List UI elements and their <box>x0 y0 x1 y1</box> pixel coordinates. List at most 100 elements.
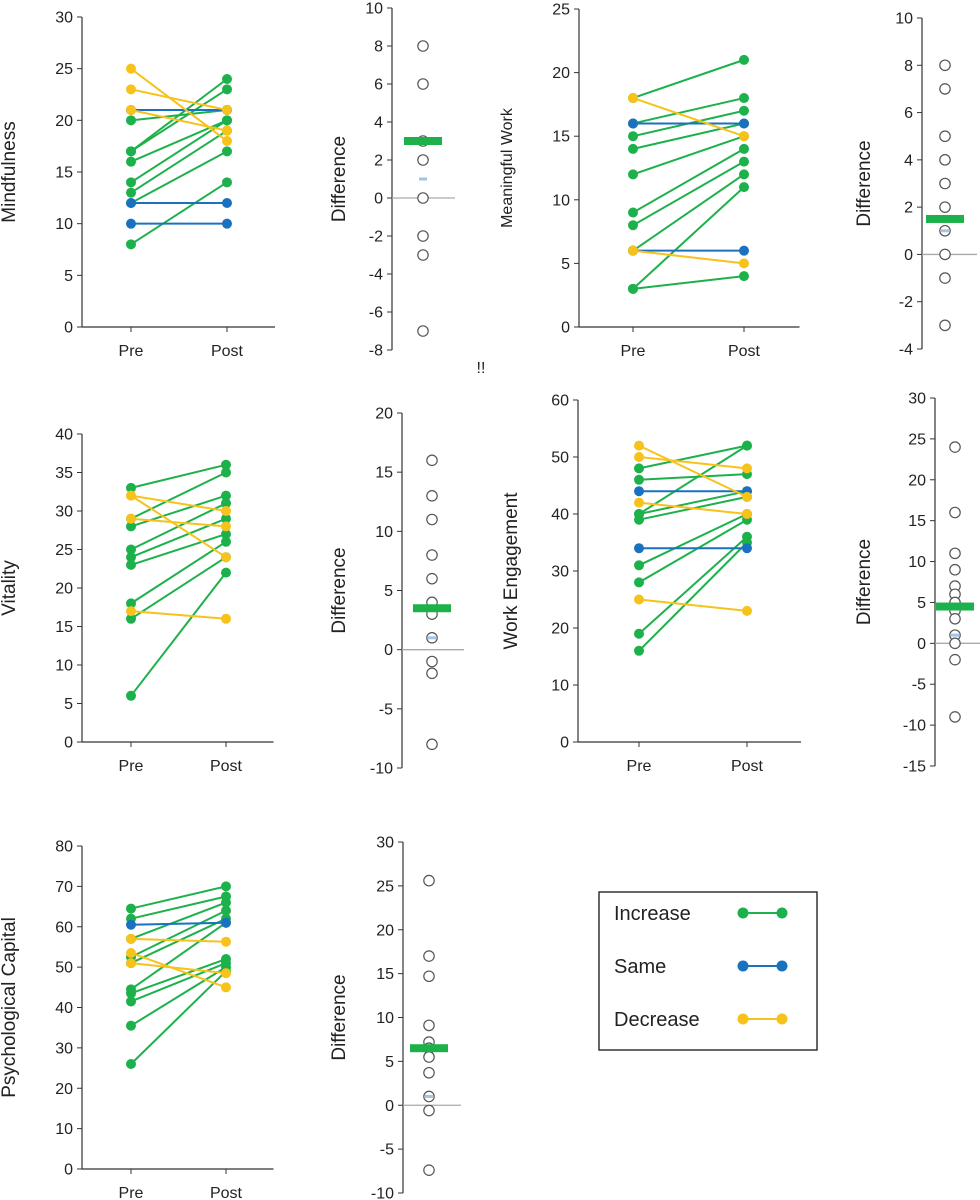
series-line <box>130 610 227 620</box>
data-point <box>126 198 136 208</box>
data-point <box>628 220 638 231</box>
y-tick-label: 8 <box>904 58 913 75</box>
series-decrease <box>634 452 752 474</box>
series-decrease <box>126 958 231 979</box>
difference-point <box>417 325 429 337</box>
series-same <box>634 543 752 554</box>
y-tick-label: -15 <box>903 759 926 776</box>
mindfulness-prepost-panel: 0 5 10 15 20 25 30 Mindfulness Pre Post <box>0 10 275 360</box>
y-tick-label: 4 <box>904 152 913 169</box>
series-line <box>632 173 745 252</box>
data-point <box>126 187 136 198</box>
data-point <box>742 531 752 542</box>
data-point <box>221 521 231 532</box>
data-point <box>628 118 638 129</box>
y-tick-label: 0 <box>917 636 926 653</box>
series-same <box>126 218 232 229</box>
difference-point <box>939 59 951 72</box>
y-tick-label: 25 <box>376 878 394 895</box>
series-line <box>130 921 227 926</box>
data-point <box>126 218 136 229</box>
y-tick-label: 10 <box>895 11 913 28</box>
series-increase <box>628 54 749 104</box>
data-point <box>634 452 644 462</box>
data-point <box>221 536 231 547</box>
y-tick-label: 0 <box>64 1162 73 1179</box>
data-point <box>221 459 231 470</box>
difference-point <box>423 1051 435 1063</box>
series-increase <box>634 440 752 474</box>
y-tick-label: 10 <box>55 1121 73 1138</box>
y-axis-label: Vitality <box>0 560 20 616</box>
series-decrease <box>628 245 749 269</box>
y-tick-label: 50 <box>551 450 569 467</box>
series-decrease <box>126 606 231 624</box>
difference-point <box>423 1066 435 1079</box>
y-tick-label: 25 <box>552 2 570 19</box>
difference-point <box>426 738 438 751</box>
data-point <box>634 486 644 497</box>
data-point <box>221 467 231 478</box>
legend-dot <box>737 960 749 972</box>
series-increase <box>126 881 231 914</box>
y-tick-label: 5 <box>917 595 926 612</box>
series-line <box>130 966 227 1027</box>
y-tick-label: -2 <box>899 294 913 311</box>
data-point <box>742 440 752 451</box>
stray-mark-text: !! <box>477 360 486 377</box>
data-point <box>221 954 231 965</box>
data-point <box>126 606 136 617</box>
y-tick-label: 30 <box>908 391 926 408</box>
data-point <box>126 903 136 914</box>
difference-point <box>939 154 951 166</box>
y-tick-label: -5 <box>912 677 926 694</box>
difference-point <box>939 83 951 95</box>
y-tick-label: 6 <box>904 105 913 122</box>
difference-point <box>417 192 429 204</box>
data-point <box>634 509 644 519</box>
data-point <box>222 146 232 157</box>
series-increase <box>126 490 231 532</box>
legend-dot <box>776 960 788 972</box>
series-decrease <box>126 490 231 563</box>
data-point <box>222 115 232 126</box>
series-increase <box>628 271 749 294</box>
series-increase <box>126 954 231 999</box>
data-point <box>739 169 749 180</box>
y-tick-label: 10 <box>552 192 570 209</box>
difference-point <box>939 248 951 261</box>
psycap-prepost-panel: 0 10 20 30 40 50 60 70 80 Psychological Capital Pr… <box>0 839 274 1200</box>
y-tick-label: 20 <box>55 113 73 130</box>
x-tick-label: Pre <box>621 343 646 360</box>
legend-dot <box>737 1013 749 1025</box>
y-axis-label: Difference <box>854 140 875 226</box>
series-line <box>130 885 227 910</box>
y-tick-label: -5 <box>380 1142 394 1159</box>
series-increase <box>628 182 749 294</box>
legend-item-decrease: Decrease <box>614 1009 788 1031</box>
difference-point <box>939 201 951 213</box>
difference-point <box>949 653 961 666</box>
series-line <box>130 150 228 204</box>
y-tick-label: 0 <box>904 247 913 264</box>
data-point <box>221 506 231 516</box>
y-tick-label: 0 <box>64 735 73 752</box>
series-line <box>638 541 748 652</box>
series-increase <box>634 514 752 588</box>
difference-point <box>949 711 961 723</box>
series-line <box>130 109 228 122</box>
difference-point <box>426 513 438 526</box>
series-decrease <box>126 947 231 993</box>
series-line <box>632 148 745 214</box>
data-point <box>221 498 231 509</box>
y-tick-label: 20 <box>375 406 393 423</box>
data-point <box>634 628 644 639</box>
series-decrease <box>634 440 752 502</box>
y-tick-label: 80 <box>55 839 73 856</box>
y-tick-label: -8 <box>369 343 383 360</box>
data-point <box>222 84 232 95</box>
y-tick-label: 50 <box>55 960 73 977</box>
data-point <box>126 996 136 1007</box>
data-point <box>126 919 136 930</box>
